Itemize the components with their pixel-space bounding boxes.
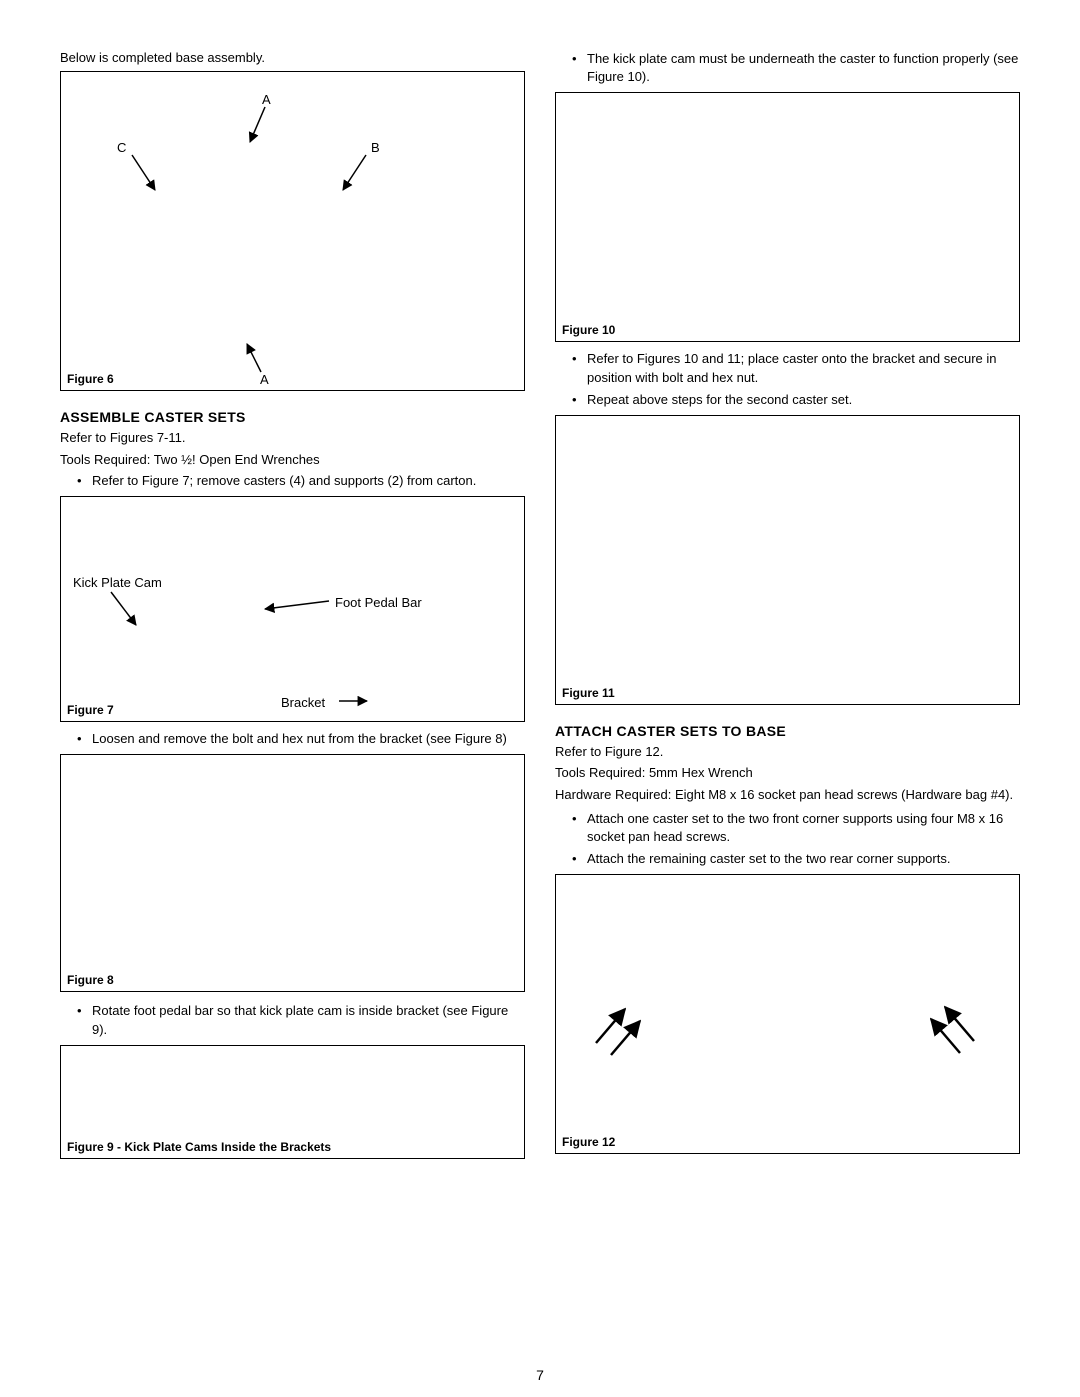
fig12-arrows-svg xyxy=(556,875,1016,1155)
bullet-list-4: The kick plate cam must be underneath th… xyxy=(555,50,1020,86)
figure-8: Figure 8 xyxy=(60,754,525,992)
tools-required-2: Tools Required: 5mm Hex Wrench xyxy=(555,764,1020,782)
figure-7: Kick Plate Cam Foot Pedal Bar Bracket Fi… xyxy=(60,496,525,722)
intro-text: Below is completed base assembly. xyxy=(60,50,525,65)
bullet-list-1: Refer to Figure 7; remove casters (4) an… xyxy=(60,472,525,490)
figure-11-caption: Figure 11 xyxy=(562,686,615,700)
page-number: 7 xyxy=(0,1367,1080,1383)
bullet-attach-rear: Attach the remaining caster set to the t… xyxy=(555,850,1020,868)
bullet-loosen-bolt: Loosen and remove the bolt and hex nut f… xyxy=(60,730,525,748)
fig6-arrows-svg xyxy=(61,72,461,392)
figure-10: Figure 10 xyxy=(555,92,1020,342)
bullet-remove-casters: Refer to Figure 7; remove casters (4) an… xyxy=(60,472,525,490)
figure-8-caption: Figure 8 xyxy=(67,973,114,987)
figure-9-caption: Figure 9 - Kick Plate Cams Inside the Br… xyxy=(67,1140,331,1154)
page: Below is completed base assembly. A C B … xyxy=(0,0,1080,1189)
bullet-attach-front: Attach one caster set to the two front c… xyxy=(555,810,1020,846)
figure-9: Figure 9 - Kick Plate Cams Inside the Br… xyxy=(60,1045,525,1159)
refer-fig-12: Refer to Figure 12. xyxy=(555,743,1020,761)
figure-12: Figure 12 xyxy=(555,874,1020,1154)
figure-10-caption: Figure 10 xyxy=(562,323,615,337)
bullet-place-caster: Refer to Figures 10 and 11; place caster… xyxy=(555,350,1020,386)
bullet-list-3: Rotate foot pedal bar so that kick plate… xyxy=(60,1002,525,1038)
bullet-repeat-steps: Repeat above steps for the second caster… xyxy=(555,391,1020,409)
left-column: Below is completed base assembly. A C B … xyxy=(60,50,525,1159)
refer-figs-7-11: Refer to Figures 7-11. xyxy=(60,429,525,447)
figure-7-caption: Figure 7 xyxy=(67,703,114,717)
figure-12-caption: Figure 12 xyxy=(562,1135,615,1149)
figure-11: Figure 11 xyxy=(555,415,1020,705)
bullet-list-6: Attach one caster set to the two front c… xyxy=(555,810,1020,869)
tools-required-1: Tools Required: Two ½! Open End Wrenches xyxy=(60,451,525,469)
figure-6: A C B A Figure 6 xyxy=(60,71,525,391)
figure-6-caption: Figure 6 xyxy=(67,372,114,386)
bullet-list-5: Refer to Figures 10 and 11; place caster… xyxy=(555,350,1020,409)
bullet-rotate-foot-pedal: Rotate foot pedal bar so that kick plate… xyxy=(60,1002,525,1038)
bullet-kick-plate-under: The kick plate cam must be underneath th… xyxy=(555,50,1020,86)
heading-attach-caster: ATTACH CASTER SETS TO BASE xyxy=(555,723,1020,739)
bullet-list-2: Loosen and remove the bolt and hex nut f… xyxy=(60,730,525,748)
hardware-required: Hardware Required: Eight M8 x 16 socket … xyxy=(555,786,1020,804)
right-column: The kick plate cam must be underneath th… xyxy=(555,50,1020,1159)
heading-assemble-caster: ASSEMBLE CASTER SETS xyxy=(60,409,525,425)
fig7-arrows-svg xyxy=(61,497,461,723)
